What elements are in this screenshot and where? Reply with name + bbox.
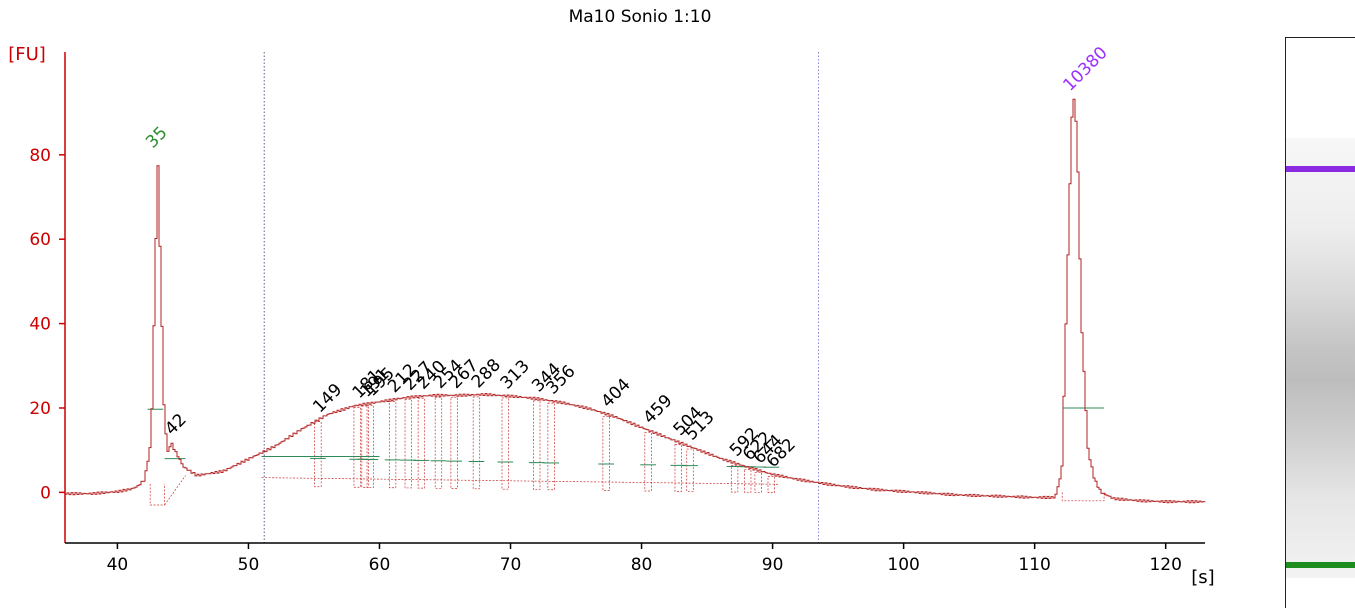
peak-box-513 [686, 448, 694, 492]
y-tick-label-60: 60 [29, 230, 51, 250]
peak-box-344 [533, 400, 541, 490]
lower-marker-box [149, 483, 165, 506]
peak-box-212 [388, 401, 397, 489]
y-tick-label-0: 0 [40, 483, 51, 503]
x-axis-label: [s] [1191, 567, 1214, 588]
peak-box-191 [361, 405, 369, 488]
peak-box-288 [472, 396, 481, 490]
y-tick-label-20: 20 [29, 399, 51, 419]
peak-box-313 [501, 397, 509, 490]
gel-lane [1285, 37, 1355, 608]
upper-marker-label: 10380 [1059, 43, 1111, 95]
peak-box-644 [754, 472, 762, 493]
y-axis-label: [FU] [8, 44, 46, 65]
peak-label-42: 42 [161, 410, 190, 439]
x-tick-label-90: 90 [762, 555, 784, 575]
peak-box-592 [730, 465, 739, 493]
y-tick-label-40: 40 [29, 315, 51, 335]
peak-box-356 [547, 402, 555, 491]
peak-box-622 [744, 469, 752, 493]
axes: 0 20 40 60 80 40 50 60 70 80 90 100 110 120 [29, 52, 1205, 575]
lower-marker-label: 35 [142, 123, 171, 152]
peak-box-459 [644, 432, 652, 492]
peak-label-313: 313 [497, 356, 534, 393]
x-tick-label-100: 100 [887, 555, 919, 575]
x-tick-label-80: 80 [631, 555, 653, 575]
chart-title: Ma10 Sonio 1:10 [569, 7, 712, 27]
x-tick-label-110: 110 [1018, 555, 1050, 575]
lower-marker-band [1286, 561, 1355, 568]
peak-box-227 [404, 398, 412, 489]
peak-boxes [147, 396, 1105, 506]
trace-group [65, 98, 1206, 504]
smear-baseline [261, 477, 780, 485]
analysis-region-lines [263, 52, 819, 543]
peak-box-682 [767, 476, 775, 493]
peak-box-240 [417, 397, 426, 489]
x-tick-label-40: 40 [107, 555, 129, 575]
peak-box-267 [450, 397, 458, 489]
x-tick-label-70: 70 [500, 555, 522, 575]
upper-marker-band [1286, 165, 1355, 172]
peak-label-404: 404 [598, 375, 635, 412]
peak-label-459: 459 [639, 391, 676, 428]
x-tick-label-60: 60 [369, 555, 391, 575]
peak-box-181 [353, 406, 361, 488]
peak-box-195 [366, 404, 374, 488]
x-tick-label-120: 120 [1149, 555, 1181, 575]
peak-box-404 [602, 416, 610, 491]
trace-line [65, 98, 1206, 504]
x-tick-label-50: 50 [238, 555, 260, 575]
peak-box-504 [674, 444, 682, 492]
upper-marker-box [1061, 492, 1105, 502]
peak-box-254 [434, 397, 443, 489]
peak-box-149 [314, 421, 322, 488]
peak-42-baseline [164, 475, 186, 506]
y-tick-label-80: 80 [29, 146, 51, 166]
gel-lane-smear [1286, 138, 1355, 578]
